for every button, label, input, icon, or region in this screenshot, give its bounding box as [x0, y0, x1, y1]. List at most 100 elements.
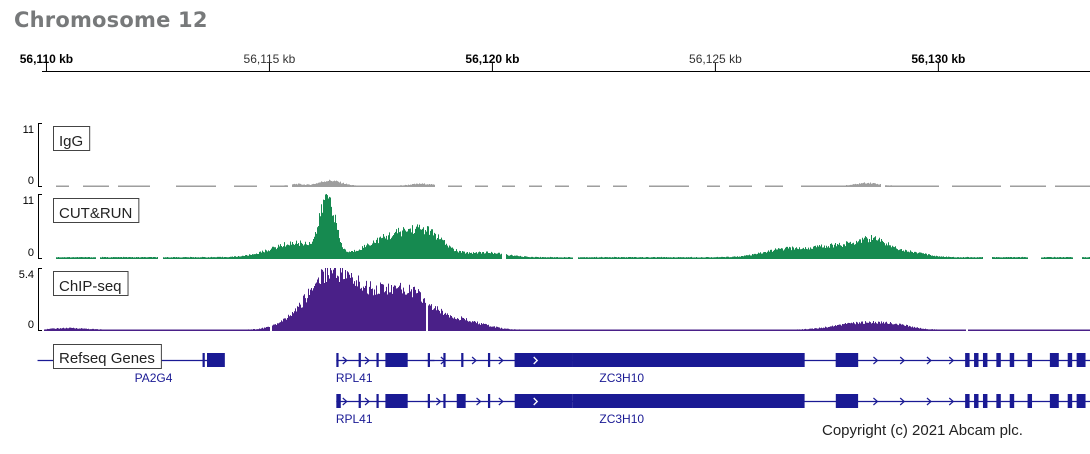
- gene-zc3h10[interactable]: ZC3H10: [425, 394, 1090, 426]
- gene-exon: [982, 353, 988, 367]
- strand-arrow-icon: [364, 397, 370, 406]
- coverage-signal: [56, 194, 1090, 259]
- gene-name-label: ZC3H10: [599, 412, 644, 426]
- track-igg[interactable]: 11 0 IgG: [23, 123, 1090, 187]
- gene-exon: [1027, 353, 1033, 367]
- gene-name-label: RPL41: [336, 412, 373, 426]
- strand-arrow-icon: [342, 397, 348, 406]
- track-ymin-label: 0: [28, 319, 34, 331]
- gene-exon: [1009, 353, 1015, 367]
- gene-exon: [427, 394, 430, 408]
- gene-exon: [358, 353, 361, 367]
- track-ymax-label: 5.4: [19, 269, 34, 281]
- gene-exon: [1049, 353, 1059, 367]
- strand-arrow-icon: [873, 356, 879, 365]
- track-ymax-label: 11: [23, 124, 34, 136]
- track-name-label: Refseq Genes: [53, 344, 162, 369]
- strand-arrow-icon: [476, 397, 482, 406]
- gene-exon: [456, 394, 466, 408]
- coverage-signal: [56, 179, 1090, 187]
- gene-exon: [336, 394, 341, 408]
- strand-chevron-icon: [533, 397, 539, 406]
- track-name-text: ChIP-seq: [59, 278, 122, 295]
- gene-exon: [965, 353, 970, 367]
- track-name-box: [53, 126, 91, 151]
- gene-exon: [996, 353, 1001, 367]
- strand-arrow-icon: [926, 356, 932, 365]
- gene-exon: [974, 394, 979, 408]
- gene-exon: [443, 394, 446, 408]
- gene-exon: [336, 353, 339, 367]
- gene-coding-block: [835, 394, 859, 408]
- track-refseq-genes[interactable]: PA2G4 RPL41 ZC3H10 RPL41 ZC3H10 Refseq Genes: [37, 344, 1090, 427]
- track-name-label: ChIP-seq: [53, 271, 129, 296]
- gene-exon: [487, 394, 491, 408]
- track-name-box: [53, 198, 140, 223]
- gene-exon: [385, 394, 408, 408]
- gene-coding-block: [572, 394, 805, 408]
- gene-name-label: RPL41: [336, 371, 373, 385]
- gene-exon: [1076, 394, 1086, 408]
- track-ymin-label: 0: [28, 175, 34, 187]
- gene-name-label: PA2G4: [135, 371, 173, 385]
- ruler: 56,110 kb 56,115 kb 56,120 kb 56,125 kb 56,1…: [20, 52, 1090, 72]
- track-name-label: IgG: [53, 126, 91, 151]
- track-name-text: Refseq Genes: [59, 350, 155, 367]
- gene-exon: [376, 394, 379, 408]
- gene-exon: [202, 353, 205, 367]
- strand-arrow-icon: [471, 356, 477, 365]
- strand-arrow-icon: [899, 356, 906, 365]
- gene-coding-block: [514, 353, 573, 367]
- ruler-tick-label: 56,120 kb: [465, 52, 519, 66]
- track-name-text: CUT&RUN: [59, 205, 132, 222]
- gene-rpl41[interactable]: RPL41: [336, 353, 435, 385]
- strand-arrow-icon: [440, 356, 446, 365]
- gene-exon: [487, 353, 491, 367]
- gene-exon: [358, 394, 361, 408]
- gene-exon: [1067, 353, 1073, 367]
- gene-exon: [1067, 394, 1073, 408]
- gene-rpl41[interactable]: RPL41: [336, 394, 435, 426]
- gene-exon: [427, 353, 430, 367]
- strand-arrow-icon: [364, 356, 370, 365]
- track-ymax-label: 11: [23, 195, 34, 207]
- strand-arrow-icon: [948, 397, 955, 406]
- strand-arrow-icon: [498, 356, 504, 365]
- gene-exon: [376, 353, 379, 367]
- gene-exon: [974, 353, 979, 367]
- gene-exon: [461, 353, 464, 367]
- gene-exon: [1027, 394, 1033, 408]
- gene-exon: [1076, 353, 1086, 367]
- gene-zc3h10[interactable]: ZC3H10: [425, 353, 1090, 385]
- strand-arrow-icon: [926, 397, 932, 406]
- strand-arrow-icon: [948, 356, 955, 365]
- gene-exon: [385, 353, 408, 367]
- ruler-tick-label: 56,125 kb: [689, 52, 742, 66]
- gene-exon: [996, 394, 1001, 408]
- gene-coding-block: [572, 353, 805, 367]
- gene-exon: [207, 353, 225, 367]
- coverage-signal: [44, 268, 1090, 331]
- strand-arrow-icon: [436, 397, 442, 406]
- ruler-tick-label: 56,130 kb: [911, 52, 965, 66]
- gene-exon: [965, 394, 970, 408]
- chromosome-title: Chromosome 12: [14, 8, 208, 32]
- gene-exon: [982, 394, 988, 408]
- track-name-label: CUT&RUN: [53, 198, 140, 223]
- track-chip-seq[interactable]: 5.4 0 ChIP-seq: [19, 268, 1090, 331]
- gene-pa2g4[interactable]: PA2G4: [37, 353, 225, 385]
- strand-arrow-icon: [342, 356, 348, 365]
- gene-coding-block: [514, 394, 573, 408]
- track-cut-run[interactable]: 11 0 CUT&RUN: [23, 194, 1090, 259]
- track-ymin-label: 0: [28, 247, 34, 259]
- track-name-box: [53, 271, 129, 296]
- gene-exon: [1049, 394, 1059, 408]
- track-name-text: IgG: [59, 133, 83, 150]
- gene-exon: [1009, 394, 1015, 408]
- gene-coding-block: [835, 353, 859, 367]
- strand-arrow-icon: [873, 397, 879, 406]
- track-name-box: [53, 344, 162, 369]
- strand-arrow-icon: [899, 397, 906, 406]
- ruler-tick-label: 56,110 kb: [20, 52, 73, 66]
